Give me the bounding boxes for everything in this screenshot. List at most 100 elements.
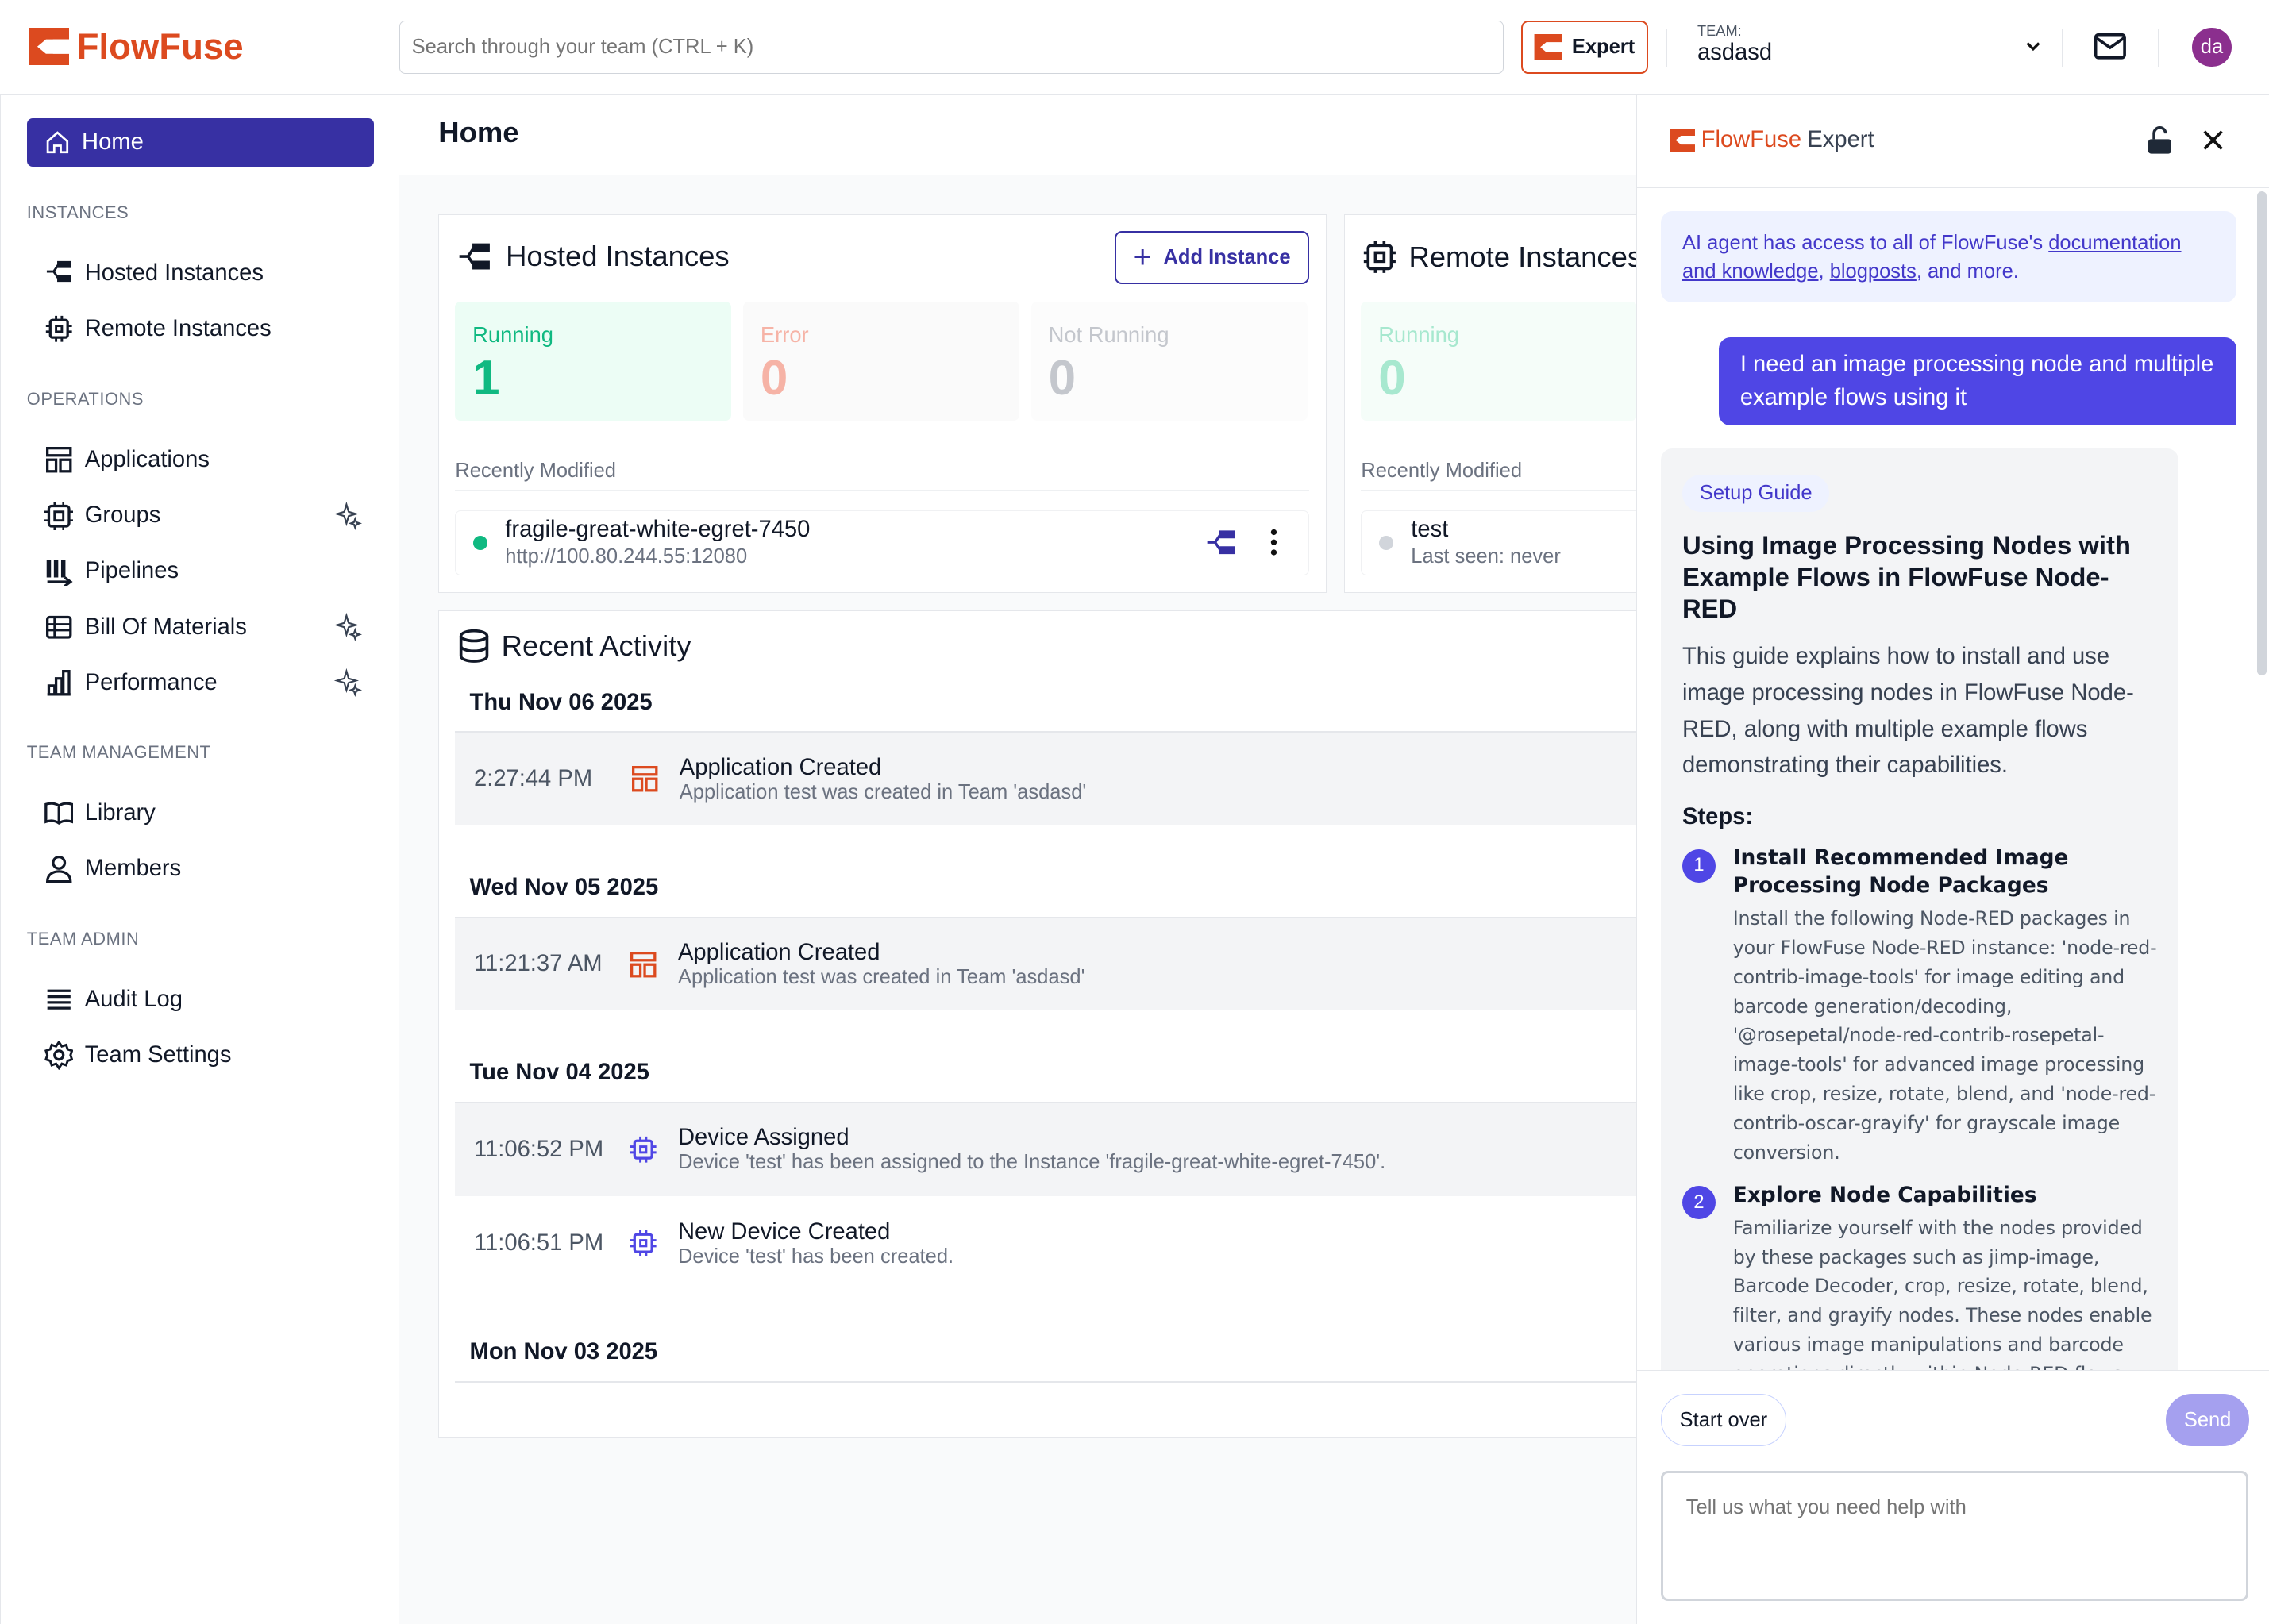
hosted-instances-card: Hosted Instances + Add Instance Running 1…: [438, 214, 1327, 594]
sidebar-item-audit-log[interactable]: Audit Log: [44, 983, 363, 1018]
divider: [1665, 29, 1667, 67]
blogposts-link[interactable]: blogposts: [1829, 260, 1917, 283]
activity-date: Wed Nov 05 2025: [469, 874, 659, 900]
divider: [455, 1102, 1657, 1103]
status-offline-dot: [1379, 535, 1394, 550]
divider: [455, 1380, 1657, 1383]
divider: [1361, 490, 1738, 491]
recently-modified-label: Recently Modified: [455, 459, 616, 482]
divider: [455, 916, 1657, 918]
user-message: I need an image processing node and mult…: [1718, 337, 2237, 425]
sidebar-item-bill-of-materials[interactable]: Bill Of Materials: [44, 610, 363, 645]
applications-icon: [45, 447, 72, 473]
sidebar-item-team-settings[interactable]: Team Settings: [44, 1038, 363, 1073]
page-title: Home: [438, 115, 519, 148]
sparkle-icon: [333, 501, 363, 530]
sidebar-item-members[interactable]: Members: [44, 852, 363, 887]
application-icon: [631, 766, 658, 792]
search-input[interactable]: [399, 20, 1504, 74]
close-icon[interactable]: [2202, 129, 2225, 152]
sidebar-item-performance[interactable]: Performance: [44, 665, 363, 700]
guide-step: 2 Explore Node Capabilities Familiarize yo…: [1682, 1182, 2157, 1375]
sidebar: Home INSTANCES Hosted Instances Remote Ins…: [0, 95, 400, 1624]
scrollbar[interactable]: [2256, 190, 2267, 676]
expert-logo: FlowFuse Expert: [1670, 127, 1874, 153]
activity-date: Thu Nov 06 2025: [469, 689, 653, 715]
instance-row[interactable]: fragile-great-white-egret-7450 http://10…: [455, 510, 1309, 575]
top-header: FlowFuse Expert TEAM: asdasd da: [0, 0, 2269, 96]
documentation-link[interactable]: documentation and knowledge: [1682, 231, 2182, 283]
chip-icon: [630, 1230, 657, 1257]
guide-title: Using Image Processing Nodes with Exampl…: [1682, 529, 2131, 624]
start-over-button[interactable]: Start over: [1660, 1394, 1787, 1446]
sparkle-icon: [333, 668, 363, 698]
activity-item[interactable]: 11:06:52 PM Device Assigned Device 'test' …: [455, 1103, 1657, 1196]
sidebar-item-groups[interactable]: Groups: [44, 498, 363, 533]
flowfuse-logo[interactable]: FlowFuse: [29, 26, 244, 67]
database-icon: [459, 629, 489, 663]
lock-open-icon[interactable]: [2147, 125, 2173, 155]
sparkle-icon: [333, 612, 363, 641]
status-running-dot: [473, 535, 488, 550]
recent-activity-card: Recent Activity Thu Nov 06 2025 2:27:44 P…: [438, 610, 1657, 1438]
avatar[interactable]: da: [2192, 27, 2232, 67]
sidebar-section-label: OPERATIONS: [26, 389, 144, 410]
open-editor-icon[interactable]: [1204, 528, 1239, 556]
guide-step: 1 Install Recommended Image Processing No…: [1682, 845, 2157, 1167]
groups-icon: [44, 501, 74, 530]
sidebar-section-label: TEAM MANAGEMENT: [26, 742, 211, 763]
plus-icon: +: [1133, 240, 1152, 275]
sidebar-item-hosted-instances[interactable]: Hosted Instances: [44, 256, 363, 291]
info-banner: AI agent has access to all of FlowFuse's…: [1660, 211, 2237, 302]
sidebar-item-applications[interactable]: Applications: [44, 443, 363, 478]
sidebar-section-label: TEAM ADMIN: [26, 929, 140, 949]
chip-icon: [630, 1136, 657, 1163]
main-content: Home Hosted Instances + Add Instance Run…: [399, 95, 1738, 1624]
stat-error[interactable]: Error 0: [743, 302, 1020, 421]
divider: [2062, 29, 2064, 67]
team-selector[interactable]: TEAM: asdasd: [1697, 23, 1773, 66]
flowfuse-icon: [1535, 33, 1563, 60]
assistant-guide: Setup Guide Using Image Processing Nodes…: [1660, 448, 2179, 1375]
stat-not-running[interactable]: Not Running 0: [1030, 302, 1308, 421]
sidebar-item-home[interactable]: Home: [26, 118, 375, 167]
hosted-icon: [46, 261, 71, 283]
chip-icon: [1363, 241, 1396, 273]
expert-panel-footer: Start over Send: [1637, 1370, 2269, 1624]
flowfuse-icon: [1670, 129, 1696, 152]
home-icon: [46, 131, 68, 154]
sidebar-item-pipelines[interactable]: Pipelines: [44, 554, 363, 589]
application-icon: [630, 951, 657, 978]
activity-item[interactable]: 11:06:51 PM New Device Created Device 'tes…: [474, 1218, 954, 1268]
pipelines-icon: [46, 560, 73, 587]
stat-running[interactable]: Running 1: [455, 302, 732, 421]
sidebar-item-library[interactable]: Library: [44, 795, 363, 830]
sidebar-item-remote-instances[interactable]: Remote Instances: [44, 312, 363, 347]
gear-icon: [44, 1041, 74, 1070]
chart-icon: [47, 670, 71, 696]
stat-remote-running[interactable]: Running 0: [1361, 302, 1638, 421]
activity-item[interactable]: 11:21:37 AM Application Created Applicatio…: [455, 918, 1657, 1011]
activity-date: Mon Nov 03 2025: [469, 1338, 658, 1364]
divider: [2157, 29, 2159, 67]
remote-instances-title: Remote Instances: [1408, 240, 1643, 273]
add-instance-button[interactable]: + Add Instance: [1115, 230, 1309, 285]
chip-icon: [45, 316, 72, 343]
activity-item[interactable]: 2:27:44 PM Application Created Application…: [455, 733, 1657, 825]
chevron-down-icon[interactable]: [2024, 39, 2042, 53]
hosted-instances-title: Hosted Instances: [506, 239, 730, 272]
flowfuse-logo-icon: [29, 28, 70, 66]
more-options-icon[interactable]: [1269, 528, 1278, 556]
divider: [455, 490, 1309, 491]
list-icon: [47, 989, 71, 1010]
bom-icon: [45, 615, 72, 639]
mail-icon[interactable]: [2093, 32, 2128, 60]
expert-panel-header: FlowFuse Expert: [1637, 95, 2269, 188]
page-header: Home: [399, 95, 1637, 175]
expert-button[interactable]: Expert: [1520, 20, 1649, 74]
recent-activity-title: Recent Activity: [501, 629, 691, 662]
message-input[interactable]: [1660, 1470, 2248, 1601]
expert-panel: FlowFuse Expert AI agent has access to al…: [1636, 95, 2269, 1624]
guide-intro: This guide explains how to install and u…: [1682, 644, 2134, 779]
send-button[interactable]: Send: [2165, 1394, 2250, 1446]
